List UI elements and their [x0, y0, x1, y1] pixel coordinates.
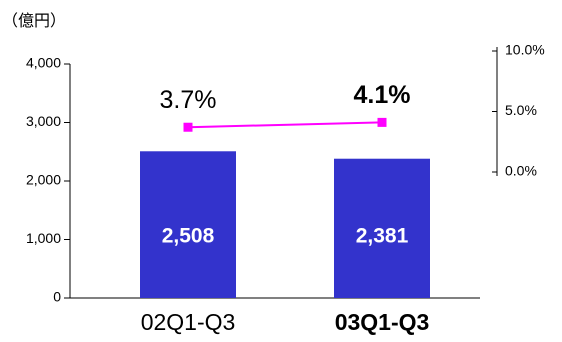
- y2-tick-label: 5.0%: [505, 102, 537, 118]
- bar: [334, 158, 430, 298]
- y2-tick-label: 0.0%: [505, 163, 537, 179]
- bar: [140, 151, 236, 298]
- line-marker: [183, 122, 193, 132]
- bar-label: 2,508: [162, 225, 215, 248]
- line-label: 4.1%: [354, 81, 411, 109]
- y2-tick-label: 10.0%: [505, 42, 545, 58]
- bar-label: 2,381: [356, 225, 409, 248]
- y-tick-label: 4,000: [26, 55, 61, 71]
- y-tick-label: 1,000: [26, 230, 61, 246]
- line: [187, 121, 383, 129]
- x-tick-label: 03Q1-Q3: [335, 309, 430, 335]
- line-label: 3.7%: [160, 86, 217, 114]
- x-tick-label: 02Q1-Q3: [141, 309, 236, 335]
- y-tick-label: 0: [53, 289, 61, 305]
- y-tick-label: 3,000: [26, 113, 61, 129]
- y-tick-label: 2,000: [26, 172, 61, 188]
- y-axis-label: （億円）: [2, 12, 66, 30]
- line-marker: [377, 117, 387, 127]
